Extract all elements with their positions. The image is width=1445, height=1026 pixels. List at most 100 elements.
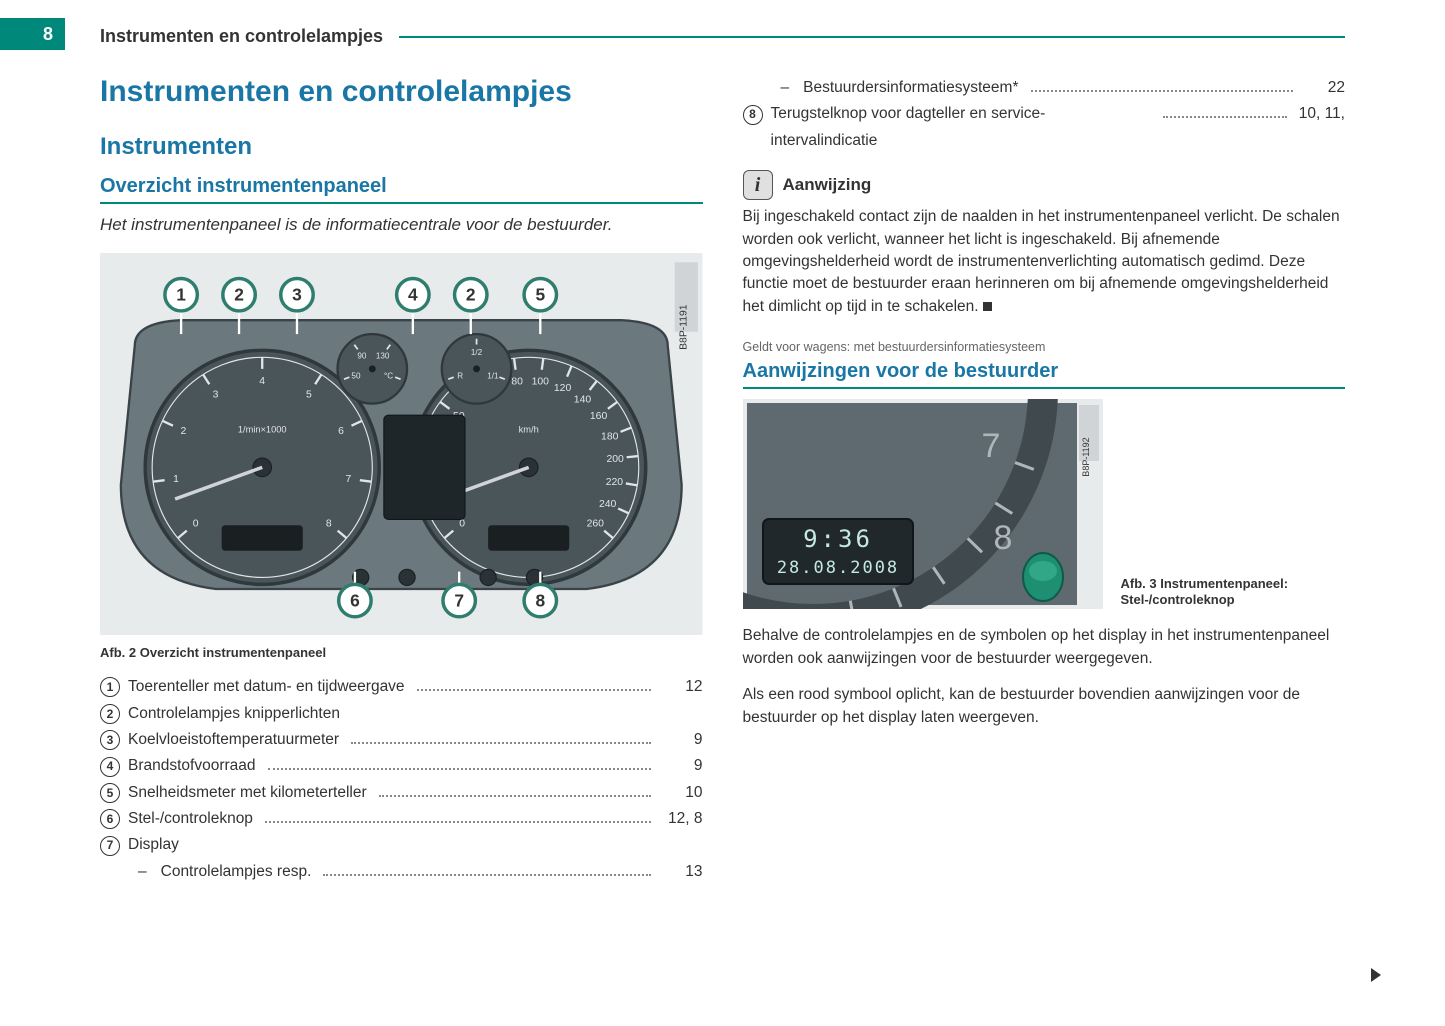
toc-sub-dash: – [138,859,147,885]
section-overzicht-heading: Overzicht instrumentenpaneel [100,175,703,204]
toc-page-ref: 9 [663,727,703,753]
toc-row: 3Koelvloeistoftemperatuurmeter9 [100,727,703,753]
toc-row: 5 Snelheidsmeter met kilometerteller 10 [100,780,703,806]
svg-text:7: 7 [981,427,1000,465]
svg-text:120: 120 [554,383,572,394]
svg-text:°C: °C [384,371,393,380]
toc-number-badge: 3 [100,730,120,750]
svg-text:90: 90 [357,351,367,360]
svg-text:6: 6 [350,590,360,610]
svg-text:4: 4 [259,376,265,387]
toc-list-continued: –Bestuurdersinformatiesysteem* 228Terugst… [743,75,1346,154]
svg-text:9:36: 9:36 [803,525,873,553]
svg-text:4: 4 [408,284,418,304]
svg-text:5: 5 [306,389,312,400]
figure2-svg: B8P-1192789:3628.08.2008 [743,399,1103,609]
toc-label: Display [128,832,179,858]
svg-text:200: 200 [606,454,624,465]
toc-page-ref: 10, 11, [1299,101,1345,127]
toc-number-badge: 1 [100,677,120,697]
toc-sub-dash: – [781,75,790,101]
toc-label: Toerenteller met datum- en tijdweergave [128,674,405,700]
svg-text:B8P-1191: B8P-1191 [678,304,689,350]
svg-text:7: 7 [454,590,464,610]
svg-text:180: 180 [601,431,619,442]
svg-text:3: 3 [292,284,302,304]
info-body: Bij ingeschakeld contact zijn de naalden… [743,208,1340,315]
svg-text:50: 50 [351,371,361,380]
svg-text:3: 3 [213,389,219,400]
info-title: Aanwijzing [783,175,872,195]
toc-label: Brandstofvoorraad [128,753,256,779]
toc-page-ref: 13 [663,859,703,885]
svg-text:2: 2 [181,426,187,437]
toc-leader-dots [379,783,651,797]
svg-text:240: 240 [599,499,617,510]
svg-text:8: 8 [326,519,332,530]
toc-page-ref: 12 [663,674,703,700]
toc-number-badge: 4 [100,757,120,777]
intro-text: Het instrumentenpaneel is de informatiec… [100,214,703,237]
toc-number-badge: 5 [100,783,120,803]
svg-text:28.08.2008: 28.08.2008 [776,558,898,578]
header-rule [399,36,1345,38]
toc-leader-dots [417,677,651,691]
svg-text:5: 5 [535,284,545,304]
toc-row: –Controlelampjes resp. 13 [100,859,703,885]
info-box-header: i Aanwijzing [743,170,1346,200]
toc-leader-dots [1163,104,1287,118]
toc-page-ref: 22 [1305,75,1345,101]
toc-row: –Bestuurdersinformatiesysteem* 22 [743,75,1346,101]
svg-text:0: 0 [459,519,465,530]
toc-label: Snelheidsmeter met kilometerteller [128,780,367,806]
toc-leader-dots [1031,78,1294,92]
running-header-text: Instrumenten en controlelampjes [100,26,399,47]
svg-text:7: 7 [345,474,351,485]
applies-to-note: Geldt voor wagens: met bestuurdersinform… [743,340,1346,354]
toc-row: 8Terugstelknop voor dagteller en service… [743,101,1346,154]
toc-row: 1 Toerenteller met datum- en tijdweergave… [100,674,703,700]
svg-text:130: 130 [376,351,390,360]
svg-text:6: 6 [338,426,344,437]
svg-text:1/2: 1/2 [471,348,483,357]
toc-label: Stel-/controleknop [128,806,253,832]
right-column: –Bestuurdersinformatiesysteem* 228Terugst… [743,75,1346,986]
para1: Behalve de controlelampjes en de symbole… [743,625,1346,670]
svg-text:R: R [457,371,463,380]
figure2-caption: Afb. 3 Instrumenten­paneel: Stel-/contro… [1121,576,1346,610]
left-column: Instrumenten en controlelampjes Instrume… [100,75,703,986]
toc-page-ref: 12, 8 [663,806,703,832]
toc-leader-dots [265,809,651,823]
figure-instrumentpanel: B8P-11910123456781/min×10000102030405060… [100,253,703,635]
svg-text:8: 8 [535,590,545,610]
toc-number-badge: 2 [100,704,120,724]
toc-page-ref: 10 [663,780,703,806]
toc-label: Controlelampjes resp. [161,859,312,885]
svg-text:260: 260 [587,519,605,530]
toc-row: 2 Controlelampjes knipperlichten [100,701,703,727]
info-icon: i [743,170,773,200]
svg-text:B8P-1192: B8P-1192 [1081,438,1091,477]
section-aanwijzingen-heading: Aanwijzingen voor de bestuurder [743,360,1346,389]
paragraph-end-marker [983,302,992,311]
toc-leader-dots [351,730,650,744]
toc-label: Controlelampjes knipperlichten [128,701,340,727]
svg-text:140: 140 [574,395,592,406]
content-area: Instrumenten en controlelampjes Instrume… [100,75,1345,986]
toc-row: 7Display [100,832,703,858]
svg-text:220: 220 [606,477,624,488]
toc-number-badge: 8 [743,105,763,125]
toc-leader-dots [323,862,650,876]
page-number-tab: 8 [0,18,65,50]
para2: Als een rood symbool oplicht, kan de bes… [743,684,1346,729]
running-header: Instrumenten en controlelampjes [100,26,1345,47]
svg-text:km/h: km/h [519,425,539,435]
toc-number-badge: 6 [100,809,120,829]
svg-text:1/min×1000: 1/min×1000 [238,425,287,435]
instrument-cluster-svg: B8P-11910123456781/min×10000102030405060… [100,253,703,635]
toc-label: Bestuurdersinformatiesysteem* [803,75,1018,101]
page-number: 8 [43,24,53,45]
svg-text:0: 0 [193,519,199,530]
svg-text:2: 2 [466,284,476,304]
svg-text:1: 1 [176,284,186,304]
